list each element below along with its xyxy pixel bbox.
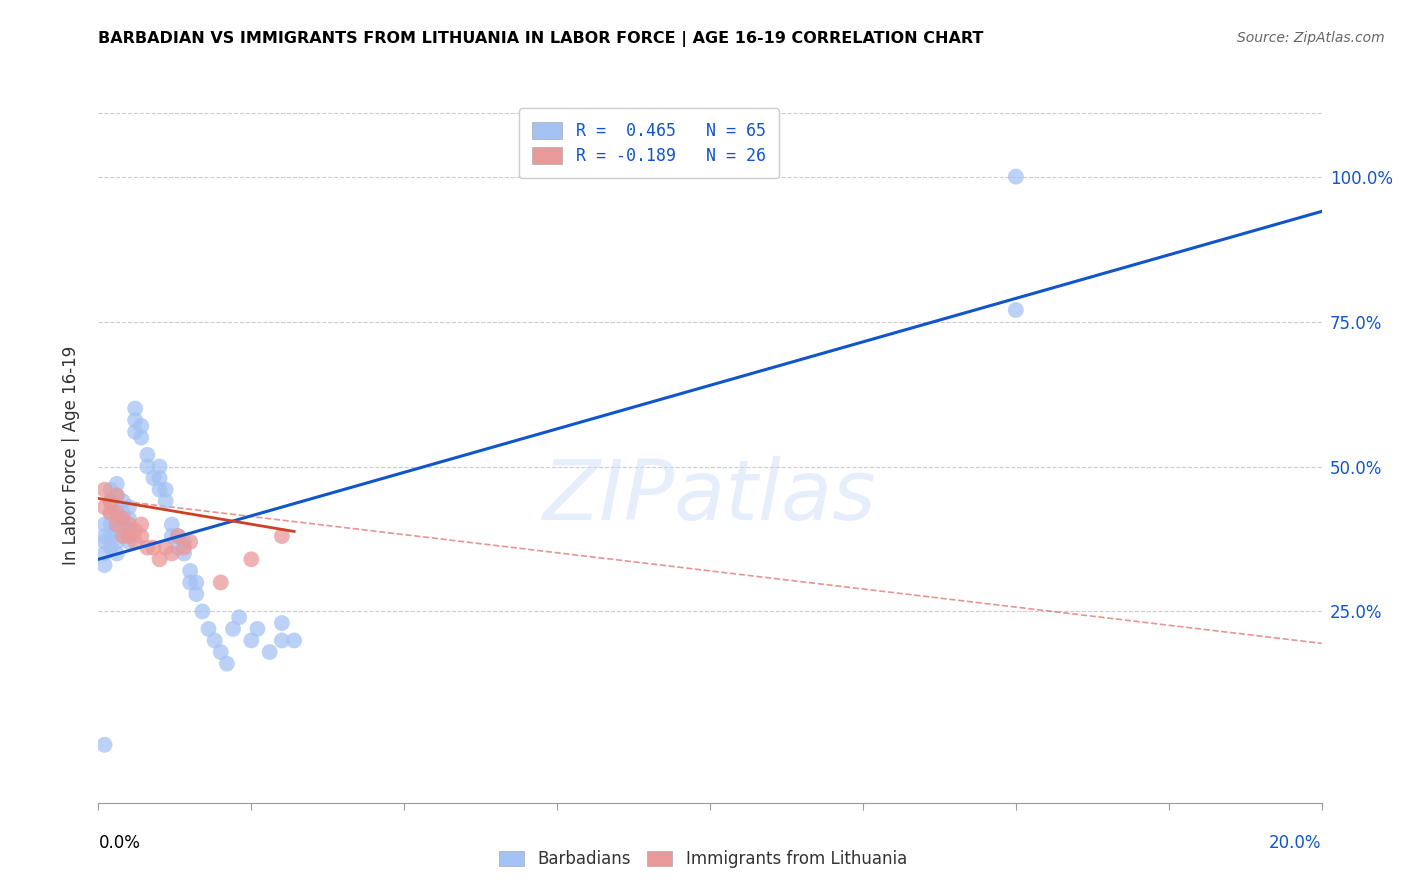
Text: 20.0%: 20.0% xyxy=(1270,834,1322,852)
Point xyxy=(186,587,208,601)
Point xyxy=(129,529,152,543)
Point xyxy=(111,512,134,526)
Point xyxy=(111,506,134,520)
Point xyxy=(118,517,141,532)
Point xyxy=(118,523,141,537)
Point xyxy=(173,541,195,555)
Point xyxy=(155,541,177,555)
Point xyxy=(215,657,238,671)
Point xyxy=(111,517,134,532)
Point xyxy=(100,494,122,508)
Point xyxy=(111,529,134,543)
Point xyxy=(1004,169,1026,184)
Point xyxy=(105,546,128,561)
Point xyxy=(270,633,292,648)
Point xyxy=(191,605,214,619)
Point xyxy=(228,610,250,624)
Point xyxy=(105,489,128,503)
Point xyxy=(149,483,172,497)
Point xyxy=(105,500,128,514)
Point xyxy=(179,575,201,590)
Point xyxy=(93,529,115,543)
Point xyxy=(93,483,115,497)
Point xyxy=(179,534,201,549)
Point xyxy=(240,633,263,648)
Point xyxy=(105,506,128,520)
Point xyxy=(167,541,190,555)
Point xyxy=(149,471,172,485)
Point xyxy=(105,512,128,526)
Point xyxy=(105,534,128,549)
Point xyxy=(105,476,128,491)
Point xyxy=(124,534,146,549)
Point xyxy=(270,529,292,543)
Point xyxy=(105,489,128,503)
Point xyxy=(129,431,152,445)
Point xyxy=(100,517,122,532)
Point xyxy=(186,575,208,590)
Point xyxy=(100,541,122,555)
Point xyxy=(155,483,177,497)
Y-axis label: In Labor Force | Age 16-19: In Labor Force | Age 16-19 xyxy=(62,345,80,565)
Text: Source: ZipAtlas.com: Source: ZipAtlas.com xyxy=(1237,31,1385,45)
Legend: R =  0.465   N = 65, R = -0.189   N = 26: R = 0.465 N = 65, R = -0.189 N = 26 xyxy=(519,109,779,178)
Point xyxy=(129,517,152,532)
Text: ZIPatlas: ZIPatlas xyxy=(543,456,877,537)
Text: BARBADIAN VS IMMIGRANTS FROM LITHUANIA IN LABOR FORCE | AGE 16-19 CORRELATION CH: BARBADIAN VS IMMIGRANTS FROM LITHUANIA I… xyxy=(98,31,984,47)
Point xyxy=(129,419,152,434)
Point xyxy=(179,564,201,578)
Text: 0.0%: 0.0% xyxy=(98,834,141,852)
Point xyxy=(93,500,115,514)
Point xyxy=(142,541,165,555)
Point xyxy=(111,529,134,543)
Point xyxy=(100,529,122,543)
Point xyxy=(209,575,232,590)
Point xyxy=(167,529,190,543)
Point xyxy=(100,506,122,520)
Point xyxy=(105,523,128,537)
Point xyxy=(167,529,190,543)
Point xyxy=(259,645,281,659)
Point xyxy=(142,471,165,485)
Point xyxy=(93,546,115,561)
Point xyxy=(105,517,128,532)
Point xyxy=(149,459,172,474)
Point xyxy=(100,506,122,520)
Point xyxy=(173,534,195,549)
Point xyxy=(136,541,159,555)
Point xyxy=(118,534,141,549)
Point xyxy=(160,529,183,543)
Point xyxy=(124,413,146,427)
Point xyxy=(93,517,115,532)
Point xyxy=(118,529,141,543)
Point xyxy=(1004,303,1026,318)
Point xyxy=(124,523,146,537)
Point xyxy=(100,494,122,508)
Point xyxy=(160,546,183,561)
Point xyxy=(155,494,177,508)
Point xyxy=(283,633,305,648)
Point xyxy=(93,558,115,573)
Point xyxy=(93,738,115,752)
Point xyxy=(149,552,172,566)
Point xyxy=(222,622,245,636)
Point xyxy=(118,500,141,514)
Point xyxy=(173,546,195,561)
Point xyxy=(136,448,159,462)
Legend: Barbadians, Immigrants from Lithuania: Barbadians, Immigrants from Lithuania xyxy=(492,844,914,875)
Point xyxy=(160,517,183,532)
Point xyxy=(124,401,146,416)
Point xyxy=(111,494,134,508)
Point xyxy=(204,633,226,648)
Point xyxy=(136,459,159,474)
Point xyxy=(124,425,146,439)
Point xyxy=(100,483,122,497)
Point xyxy=(246,622,269,636)
Point xyxy=(209,645,232,659)
Point xyxy=(240,552,263,566)
Point xyxy=(197,622,219,636)
Point xyxy=(93,534,115,549)
Point xyxy=(118,512,141,526)
Point xyxy=(270,615,292,630)
